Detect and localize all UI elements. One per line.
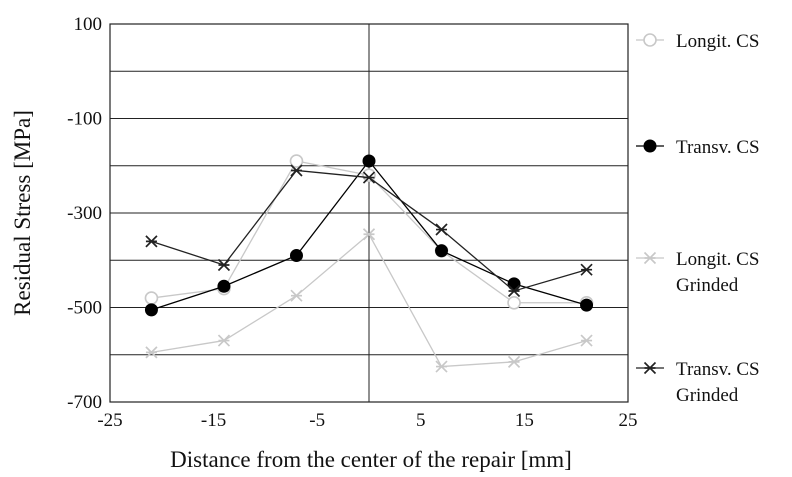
legend-label: Longit. CS [676,31,759,52]
legend-label: Transv. CS Grinded [676,359,760,406]
data-point [217,279,231,293]
data-point [290,164,303,177]
x-tick-label: 25 [619,410,638,431]
series-2 [144,154,594,317]
data-point [362,168,376,182]
x-tick-label: -5 [309,410,325,431]
data-point [217,258,231,272]
data-point [580,298,594,312]
x-tick-label: 5 [416,410,426,431]
data-point [290,289,303,302]
data-point [362,171,376,184]
y-tick-label: 100 [74,14,103,35]
legend-marker [643,139,657,153]
data-point [507,355,521,368]
legend-item: Transv. CS [636,137,760,158]
data-point [435,244,449,258]
data-point [507,284,521,298]
y-tick-label: -100 [67,109,102,130]
data-point [144,303,158,317]
data-point [144,291,159,305]
data-point [435,223,448,236]
data-point [145,235,158,248]
x-axis-title: Distance from the center of the repair [… [170,447,572,472]
data-point [580,263,593,276]
x-tick-label: -15 [201,410,226,431]
data-point [362,154,376,168]
y-tick-label: -700 [67,392,102,413]
legend-marker [643,33,657,47]
y-tick-label: -300 [67,203,102,224]
x-tick-label: -25 [97,410,122,431]
legend-item: Transv. CS Grinded [636,359,760,406]
legend-item: Longit. CS Grinded [636,249,759,296]
data-point [289,249,303,263]
legend: Longit. CS Transv. CS Longit. CS Grinded Tra… [636,31,760,406]
series-3 [145,228,593,373]
legend-marker [643,251,657,265]
legend-label: Transv. CS [676,137,760,158]
series-4 [145,164,593,298]
grid-layer [109,23,629,403]
plot-frame [109,23,629,403]
legend-marker [643,361,657,375]
data-point [435,360,448,373]
axis-layer: 100 -100 -300 -500 -700-25 -15 -5 5 15 25 Distance… [10,14,638,472]
data-point [362,228,376,241]
data-point [217,334,231,347]
data-point [289,154,304,168]
series-layer [144,154,594,373]
legend-item: Longit. CS [636,31,759,52]
data-point [507,295,521,310]
data-point [145,346,158,359]
legend-label: Longit. CS Grinded [676,249,759,296]
x-tick-label: 15 [515,410,534,431]
y-tick-label: -500 [67,298,102,319]
y-axis-title: Residual Stress [MPa] [10,110,35,316]
data-point [580,334,593,347]
